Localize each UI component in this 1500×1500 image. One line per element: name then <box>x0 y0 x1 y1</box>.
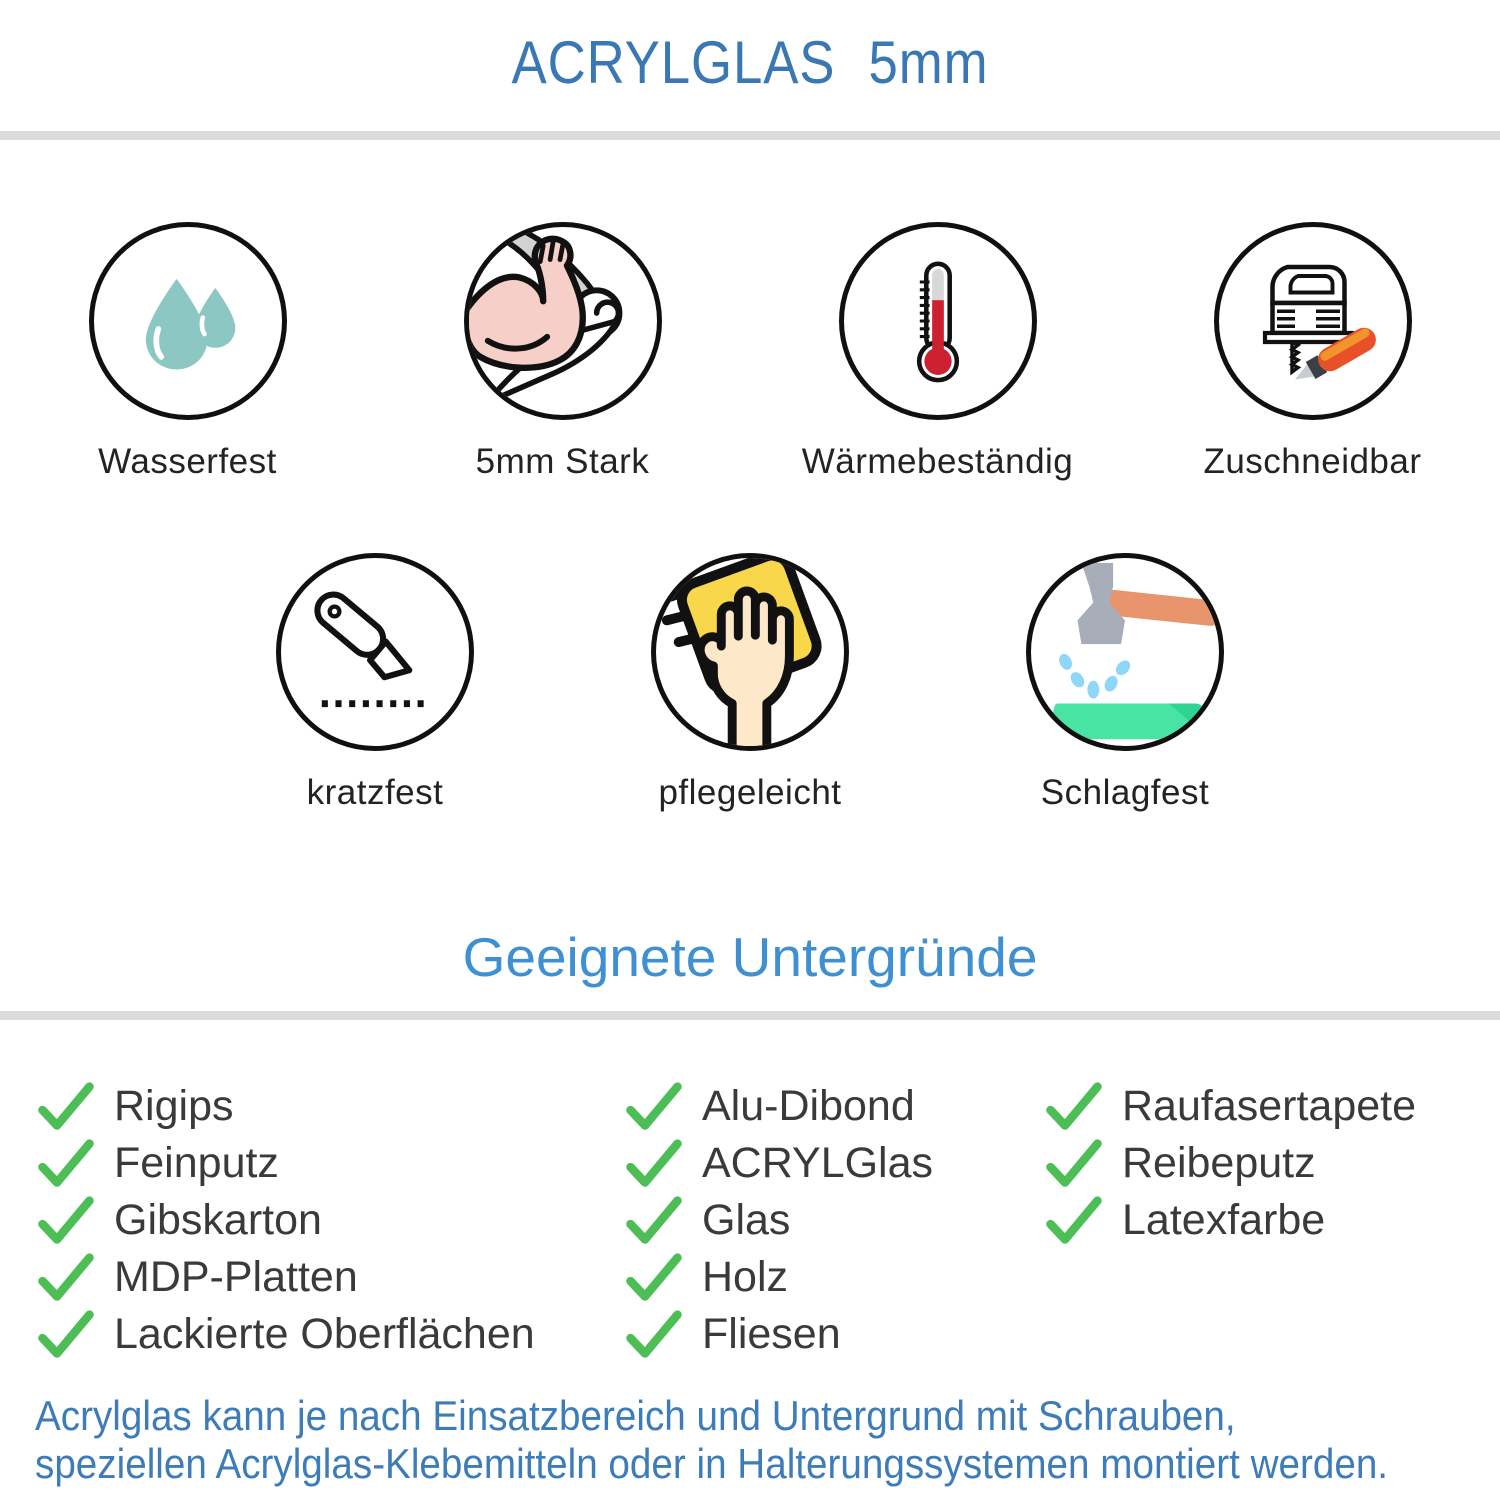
check-icon <box>626 1253 682 1301</box>
thermometer-icon <box>838 222 1037 420</box>
feature-label: Schlagfest <box>1040 773 1210 812</box>
features-row-2: kratzfest pflegeleicht <box>0 553 1500 813</box>
substrates-list: Rigips Feinputz Gibskarton MDP-Platten L… <box>38 1078 1490 1363</box>
list-item-label: Raufasertapete <box>1122 1082 1417 1130</box>
wiping-hand-icon <box>651 553 849 751</box>
check-icon <box>38 1196 94 1244</box>
check-icon <box>626 1310 682 1358</box>
list-item: Glas <box>626 1192 1046 1249</box>
list-item-label: Fliesen <box>702 1310 841 1358</box>
feature-pflegeleicht: pflegeleicht <box>563 553 938 813</box>
list-item: Feinputz <box>38 1135 626 1192</box>
feature-schlagfest: Schlagfest <box>938 553 1313 813</box>
list-item-label: Glas <box>702 1196 791 1244</box>
jigsaw-knife-icon <box>1213 222 1412 420</box>
list-item-label: Alu-Dibond <box>702 1082 915 1130</box>
check-icon <box>38 1139 94 1187</box>
feature-label: pflegeleicht <box>658 773 842 812</box>
water-drops-icon <box>88 222 287 420</box>
check-icon <box>626 1082 682 1130</box>
check-icon <box>38 1310 94 1358</box>
substrates-column-1: Rigips Feinputz Gibskarton MDP-Platten L… <box>38 1078 626 1363</box>
check-icon <box>626 1196 682 1244</box>
list-item: Lackierte Oberflächen <box>38 1306 626 1363</box>
list-item-label: Feinputz <box>114 1139 279 1187</box>
check-icon <box>1046 1082 1102 1130</box>
hammer-impact-icon <box>1026 553 1224 751</box>
list-item-label: MDP-Platten <box>114 1253 358 1301</box>
muscle-arm-roll-icon <box>463 222 662 420</box>
feature-5mm-stark: 5mm Stark <box>375 222 750 482</box>
section-title: Geeignete Untergründe <box>462 926 1038 988</box>
footer-line-1: Acrylglas kann je nach Einsatzbereich un… <box>35 1392 1236 1439</box>
list-item: Holz <box>626 1249 1046 1306</box>
feature-wasserfest: Wasserfest <box>0 222 375 482</box>
list-item: Fliesen <box>626 1306 1046 1363</box>
utility-knife-icon <box>276 553 474 751</box>
list-item-label: Rigips <box>114 1082 234 1130</box>
list-item-label: ACRYLGlas <box>702 1139 934 1187</box>
list-item: Raufasertapete <box>1046 1078 1490 1135</box>
list-item: ACRYLGlas <box>626 1135 1046 1192</box>
feature-label: Zuschneidbar <box>1203 442 1422 481</box>
list-item: Reibeputz <box>1046 1135 1490 1192</box>
divider-top <box>0 131 1500 140</box>
list-item: MDP-Platten <box>38 1249 626 1306</box>
list-item-label: Gibskarton <box>114 1196 322 1244</box>
check-icon <box>38 1082 94 1130</box>
substrates-column-3: Raufasertapete Reibeputz Latexfarbe <box>1046 1078 1490 1363</box>
check-icon <box>626 1139 682 1187</box>
feature-kratzfest: kratzfest <box>188 553 563 813</box>
feature-zuschneidbar: Zuschneidbar <box>1125 222 1500 482</box>
page-title: ACRYLGLAS 5mm <box>511 29 989 96</box>
footer-line-2: speziellen Acrylglas-Klebemitteln oder i… <box>35 1440 1389 1487</box>
check-icon <box>38 1253 94 1301</box>
feature-label: Wasserfest <box>98 442 277 481</box>
list-item-label: Holz <box>702 1253 789 1301</box>
feature-label: 5mm Stark <box>475 442 650 481</box>
list-item: Latexfarbe <box>1046 1192 1490 1249</box>
list-item: Rigips <box>38 1078 626 1135</box>
list-item-label: Lackierte Oberflächen <box>114 1310 535 1358</box>
check-icon <box>1046 1196 1102 1244</box>
divider-middle <box>0 1011 1500 1020</box>
footer-note: Acrylglas kann je nach Einsatzbereich un… <box>35 1392 1388 1488</box>
features-row-1: Wasserfest 5mm Stark <box>0 222 1500 482</box>
substrates-column-2: Alu-Dibond ACRYLGlas Glas Holz Fliesen <box>626 1078 1046 1363</box>
feature-label: Wärmebeständig <box>801 442 1074 481</box>
list-item-label: Reibeputz <box>1122 1139 1316 1187</box>
list-item-label: Latexfarbe <box>1122 1196 1326 1244</box>
feature-label: kratzfest <box>306 773 444 812</box>
check-icon <box>1046 1139 1102 1187</box>
list-item: Alu-Dibond <box>626 1078 1046 1135</box>
list-item: Gibskarton <box>38 1192 626 1249</box>
feature-waermebestaendig: Wärmebeständig <box>750 222 1125 482</box>
